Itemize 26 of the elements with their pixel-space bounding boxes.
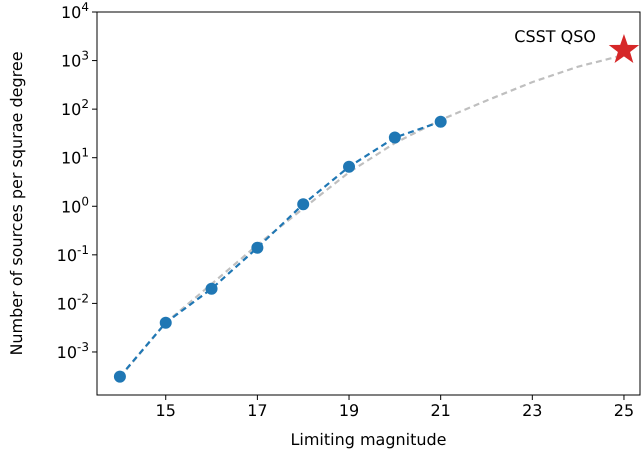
y-tick-label: 10$^{0}$ bbox=[61, 194, 89, 216]
point bbox=[114, 370, 126, 383]
x-tick-label: 15 bbox=[156, 401, 176, 420]
y-tick-label: 10$^{-2}$ bbox=[56, 291, 89, 314]
x-tick-label: 23 bbox=[522, 401, 542, 420]
point bbox=[206, 282, 218, 295]
y-tick-label: 10$^{1}$ bbox=[61, 146, 89, 168]
x-axis-title: Limiting magnitude bbox=[290, 430, 447, 449]
y-tick-label: 10$^{-3}$ bbox=[56, 340, 89, 362]
y-tick-label: 10$^{3}$ bbox=[61, 48, 89, 71]
x-tick-label: 19 bbox=[338, 401, 360, 420]
x-tick-label: 25 bbox=[614, 401, 634, 420]
y-axis-title: Number of sources per squrae degree bbox=[7, 51, 26, 356]
y-tick-label: 10$^{-1}$ bbox=[56, 242, 89, 265]
x-tick-label: 21 bbox=[430, 401, 451, 420]
point bbox=[608, 34, 640, 63]
point bbox=[251, 242, 264, 254]
annotation: CSST QSO bbox=[514, 27, 596, 46]
y-tick-label: 10$^{4}$ bbox=[61, 0, 89, 22]
x-tick-label: 17 bbox=[247, 401, 268, 420]
point bbox=[343, 160, 356, 173]
point bbox=[388, 132, 401, 144]
point bbox=[297, 198, 310, 210]
y-tick-label: 10$^{2}$ bbox=[61, 97, 89, 120]
point bbox=[160, 316, 172, 329]
point bbox=[434, 116, 447, 128]
